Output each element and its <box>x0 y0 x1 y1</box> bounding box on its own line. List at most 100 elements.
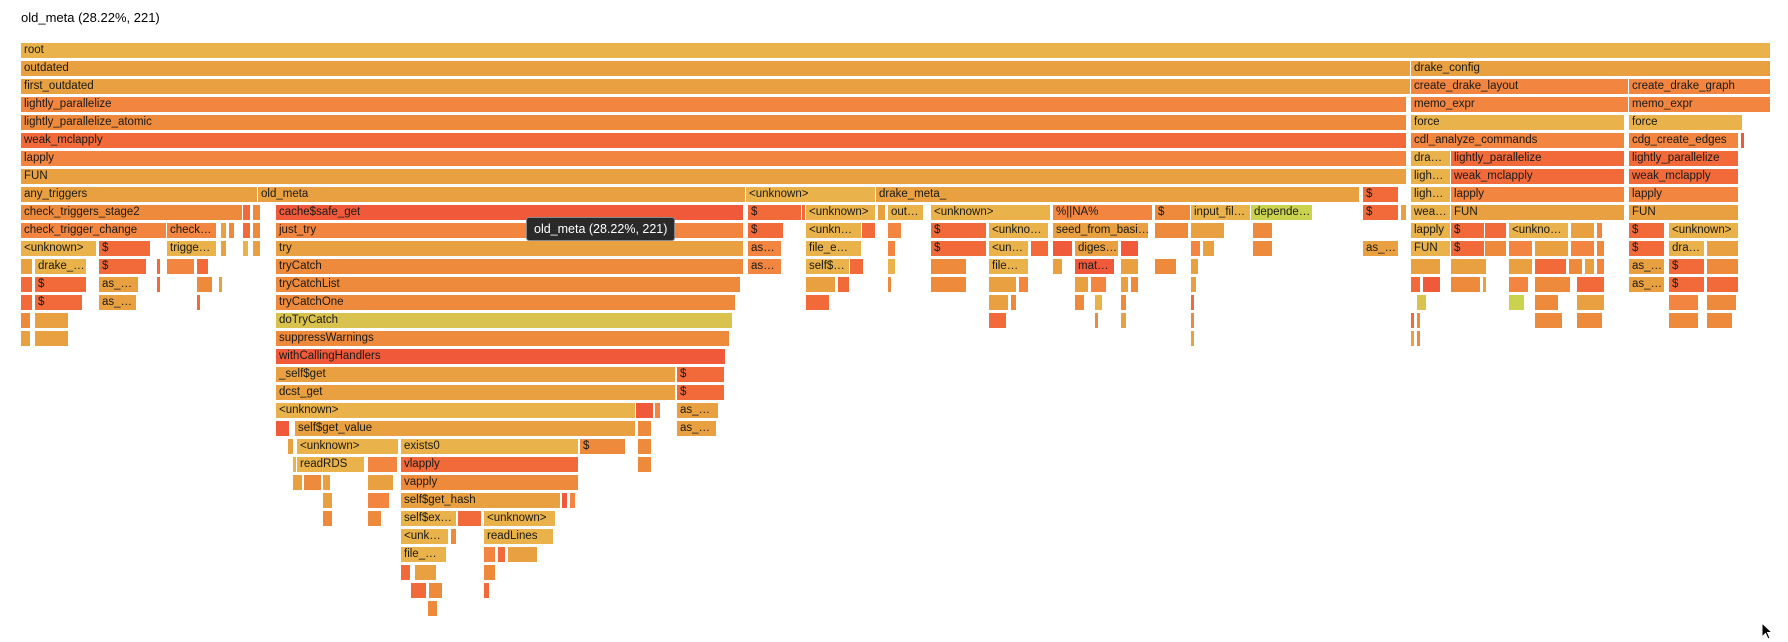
flame-frame[interactable]: input_fil… <box>1191 205 1251 221</box>
flame-frame[interactable]: vlapply <box>401 457 579 473</box>
flame-frame-unlabeled[interactable] <box>1131 277 1139 293</box>
flame-frame[interactable]: memo_expr <box>1629 97 1771 113</box>
flame-frame-unlabeled[interactable] <box>1707 277 1739 293</box>
flame-frame[interactable]: lapply <box>1451 187 1625 203</box>
flame-frame-unlabeled[interactable] <box>484 583 490 599</box>
flame-frame-unlabeled[interactable] <box>1535 277 1571 293</box>
flame-frame[interactable]: weak_mclapply <box>21 133 1407 149</box>
flame-frame[interactable]: <unknown> <box>806 205 876 221</box>
flame-frame-unlabeled[interactable] <box>888 277 892 293</box>
flame-frame[interactable]: $ <box>677 385 725 401</box>
flame-frame-unlabeled[interactable] <box>415 565 437 581</box>
flame-frame[interactable]: tryCatchList <box>276 277 741 293</box>
flame-frame-unlabeled[interactable] <box>253 241 261 257</box>
flame-frame[interactable]: <unkn… <box>806 223 862 239</box>
flame-frame-unlabeled[interactable] <box>35 331 69 347</box>
flame-frame-unlabeled[interactable] <box>562 493 568 509</box>
flame-frame[interactable]: out… <box>888 205 924 221</box>
flame-frame[interactable]: as_… <box>1629 259 1665 275</box>
flame-frame[interactable]: lightly_parallelize <box>1451 151 1625 167</box>
flame-frame-unlabeled[interactable] <box>1191 241 1201 257</box>
flame-frame[interactable]: lightly_parallelize <box>1629 151 1739 167</box>
flame-frame[interactable]: force <box>1629 115 1743 131</box>
flame-frame[interactable]: drake_… <box>35 259 87 275</box>
flame-frame[interactable]: vapply <box>401 475 579 491</box>
flame-frame[interactable]: <unkno… <box>1509 223 1569 239</box>
flame-frame-unlabeled[interactable] <box>1707 241 1739 257</box>
flame-frame[interactable]: exists0 <box>401 439 579 455</box>
flame-frame[interactable]: self$get_hash <box>401 493 561 509</box>
flame-frame-unlabeled[interactable] <box>1535 295 1559 311</box>
flame-frame-unlabeled[interactable] <box>989 313 1007 329</box>
flame-frame[interactable]: <un… <box>989 241 1029 257</box>
flame-frame-unlabeled[interactable] <box>1075 295 1085 311</box>
flame-frame-unlabeled[interactable] <box>21 259 33 275</box>
flame-frame-unlabeled[interactable] <box>1483 277 1487 293</box>
flame-frame-unlabeled[interactable] <box>157 277 161 293</box>
flame-frame-unlabeled[interactable] <box>570 493 576 509</box>
flame-frame-unlabeled[interactable] <box>1577 277 1605 293</box>
flame-frame[interactable]: tryCatchOne <box>276 295 736 311</box>
flame-frame[interactable]: weak_mclapply <box>1629 169 1739 185</box>
flame-frame-unlabeled[interactable] <box>323 511 333 527</box>
flame-frame-unlabeled[interactable] <box>1053 241 1073 257</box>
flame-frame-unlabeled[interactable] <box>401 565 411 581</box>
flame-frame-unlabeled[interactable] <box>1597 259 1605 275</box>
flame-frame[interactable]: outdated <box>21 61 1411 77</box>
flame-frame[interactable]: suppressWarnings <box>276 331 730 347</box>
flame-frame-unlabeled[interactable] <box>888 241 896 257</box>
flame-frame[interactable]: as_… <box>677 403 719 419</box>
flame-frame[interactable]: $ <box>35 277 87 293</box>
flame-frame-unlabeled[interactable] <box>243 241 249 257</box>
flame-frame[interactable]: as_… <box>1363 241 1399 257</box>
flame-frame-unlabeled[interactable] <box>878 205 886 221</box>
flame-frame-unlabeled[interactable] <box>1707 313 1733 329</box>
flame-frame[interactable]: $ <box>748 223 784 239</box>
flame-frame[interactable]: <unknown> <box>21 241 97 257</box>
flame-frame-unlabeled[interactable] <box>1191 277 1197 293</box>
flame-frame-unlabeled[interactable] <box>411 583 427 599</box>
flame-frame[interactable]: <unk… <box>401 529 449 545</box>
flame-frame-unlabeled[interactable] <box>35 313 69 329</box>
flame-frame-unlabeled[interactable] <box>429 583 443 599</box>
flame-frame-unlabeled[interactable] <box>1417 313 1421 329</box>
flame-frame-unlabeled[interactable] <box>1191 313 1195 329</box>
flame-frame[interactable]: $ <box>677 367 725 383</box>
flame-frame[interactable]: memo_expr <box>1411 97 1629 113</box>
flame-frame-unlabeled[interactable] <box>850 259 864 275</box>
flame-frame[interactable]: <unknown> <box>931 205 1051 221</box>
flame-frame-unlabeled[interactable] <box>167 259 195 275</box>
flame-frame[interactable]: $ <box>580 439 626 455</box>
flame-frame[interactable]: first_outdated <box>21 79 1411 95</box>
flame-frame-unlabeled[interactable] <box>931 277 967 293</box>
flame-frame[interactable]: check_triggers_stage2 <box>21 205 243 221</box>
flame-frame-unlabeled[interactable] <box>1577 295 1605 311</box>
flame-frame-unlabeled[interactable] <box>1155 223 1189 239</box>
flame-frame-unlabeled[interactable] <box>368 457 398 473</box>
flame-frame[interactable]: dcst_get <box>276 385 676 401</box>
flame-frame[interactable]: <unknown> <box>484 511 556 527</box>
flame-frame-unlabeled[interactable] <box>1577 313 1603 329</box>
flame-frame-unlabeled[interactable] <box>638 421 652 437</box>
flame-frame[interactable]: file… <box>989 259 1029 275</box>
flame-frame-unlabeled[interactable] <box>888 223 902 239</box>
flame-frame-unlabeled[interactable] <box>304 475 322 491</box>
flame-frame[interactable]: $ <box>99 259 147 275</box>
flame-frame[interactable]: force <box>1411 115 1625 131</box>
flame-frame[interactable]: %||NA% <box>1053 205 1153 221</box>
flame-frame[interactable]: create_drake_graph <box>1629 79 1771 95</box>
flame-frame-unlabeled[interactable] <box>1411 277 1421 293</box>
flame-frame-unlabeled[interactable] <box>221 241 227 257</box>
flame-frame[interactable]: lapply <box>1629 187 1739 203</box>
flame-frame-unlabeled[interactable] <box>1053 259 1063 275</box>
flame-frame-unlabeled[interactable] <box>1535 241 1569 257</box>
flame-frame[interactable]: as… <box>748 241 782 257</box>
flame-frame[interactable]: try <box>276 241 744 257</box>
flame-frame[interactable]: withCallingHandlers <box>276 349 726 365</box>
flame-frame-unlabeled[interactable] <box>323 475 331 491</box>
flame-frame-unlabeled[interactable] <box>1485 223 1507 239</box>
flame-frame[interactable]: seed_from_basi… <box>1053 223 1149 239</box>
flame-frame-unlabeled[interactable] <box>1417 331 1421 347</box>
flame-frame-unlabeled[interactable] <box>1669 313 1699 329</box>
